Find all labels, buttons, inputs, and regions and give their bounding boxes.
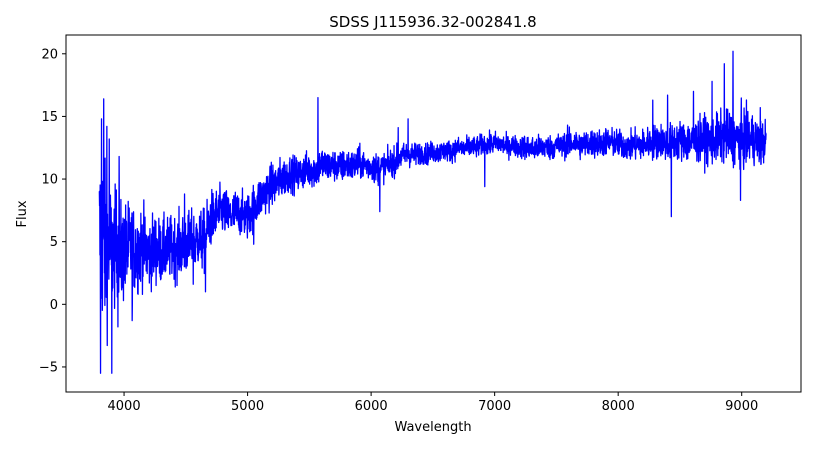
x-axis-label: Wavelength [394, 420, 471, 435]
y-tick-label: 15 [41, 110, 58, 125]
y-tick-label: 20 [41, 47, 58, 62]
y-tick-label: 5 [50, 235, 58, 250]
y-tick-label: −5 [39, 360, 58, 375]
x-tick-label: 7000 [478, 399, 511, 414]
y-axis-label: Flux [15, 200, 30, 227]
x-tick-label: 4000 [108, 399, 141, 414]
x-tick-label: 6000 [355, 399, 388, 414]
y-tick-label: 10 [41, 173, 58, 188]
x-tick-label: 5000 [231, 399, 264, 414]
spectrum-line-series-0 [98, 50, 767, 374]
x-tick-label: 8000 [602, 399, 635, 414]
axes: 4000 5000 6000 7000 8000 9000 −5 0 5 10 15 20 [39, 47, 758, 414]
plot-area [98, 50, 767, 374]
x-tick-label: 9000 [725, 399, 758, 414]
plot-frame [65, 34, 802, 393]
chart-title: SDSS J115936.32-002841.8 [329, 13, 536, 31]
y-tick-label: 0 [50, 298, 58, 313]
